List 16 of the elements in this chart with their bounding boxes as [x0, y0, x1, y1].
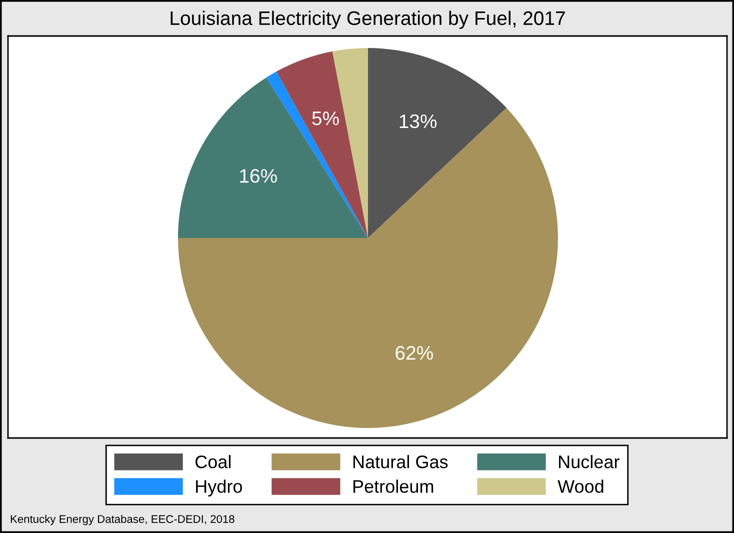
legend-label: Wood	[558, 480, 604, 493]
legend-label: Petroleum	[353, 480, 434, 493]
pie-slice	[178, 108, 558, 428]
legend-label: Coal	[196, 455, 231, 468]
legend-label: Natural Gas	[353, 455, 448, 468]
pie-slice	[276, 51, 368, 238]
pie-slice	[368, 48, 507, 238]
chart-title: Louisiana Electricity Generation by Fuel, 2017	[170, 10, 565, 29]
text: Kentucky Energy Database, EEC-DEDI, 2018	[10, 514, 234, 526]
data-label: 16%	[240, 169, 277, 183]
pie-slice	[178, 78, 368, 238]
data-label: 13%	[400, 114, 437, 128]
data-label: 62%	[396, 346, 433, 360]
data-label: 5%	[312, 112, 339, 126]
legend-label: Hydro	[196, 480, 242, 496]
legend-label: Nuclear	[559, 455, 620, 468]
